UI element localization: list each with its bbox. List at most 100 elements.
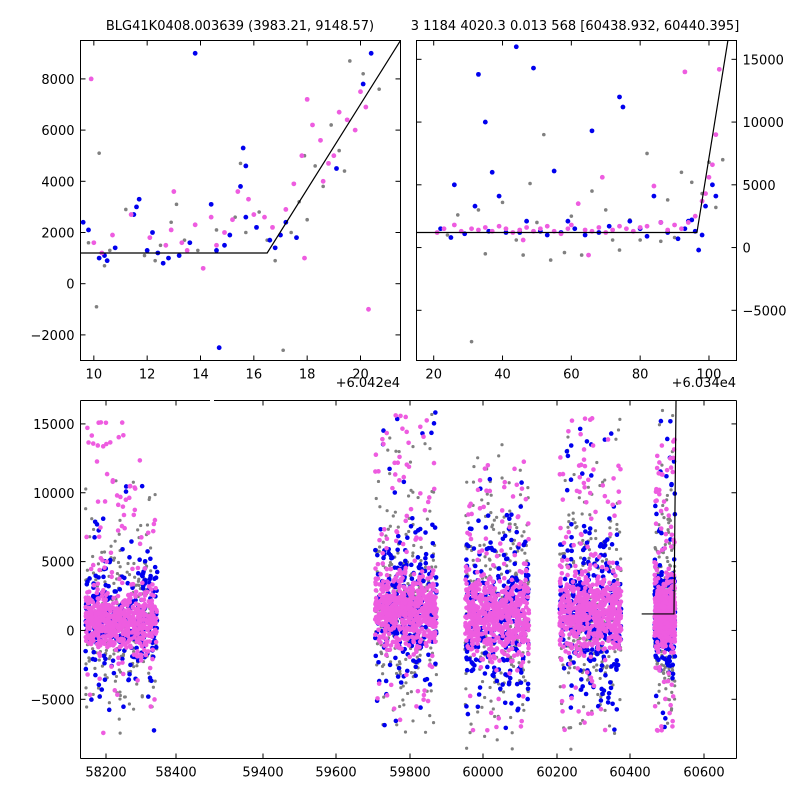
bottom-point [474,648,480,654]
bottom-point [583,529,588,534]
bottom-point [433,410,438,415]
bottom-point [589,678,595,684]
bottom-point [591,657,597,662]
bottom-point [381,441,386,447]
bottom-point [395,663,399,667]
bottom-point [616,463,621,469]
bottom-point [101,653,107,659]
panel-top-left-frame [80,40,401,361]
bottom-point [576,576,582,581]
bottom-point [428,590,433,596]
bottom-point [100,444,106,449]
bottom-point [469,526,474,532]
bottom-point [423,556,428,561]
top-left-point [291,181,297,187]
top-left-point [166,255,171,261]
bottom-point [90,599,96,605]
bottom-point [417,644,422,650]
bottom-point [398,680,404,685]
top-left-point [176,253,182,258]
bottom-point [386,448,390,452]
bottom-point [508,604,514,609]
bottom-point [513,646,519,652]
bottom-point [510,640,515,646]
panel-top-right: 3 1184 4020.3 0.013 568 [60438.932, 6044… [411,19,787,391]
bottom-point [482,645,486,649]
bottom-point [607,724,612,728]
bottom-point [571,639,576,643]
bottom-point [567,654,573,660]
bottom-point [115,692,120,698]
top-left-point [182,238,187,242]
bottom-point [373,566,378,571]
bottom-point [525,594,531,600]
bottom-point [110,601,116,606]
bottom-point [520,612,525,618]
bottom-point [126,561,130,566]
bottom-point [614,707,620,712]
bottom-point [142,601,148,607]
bottom-point [401,474,407,480]
bottom-point [137,557,142,562]
bottom-point [526,627,531,633]
bottom-point [489,493,493,497]
bottom-point [569,522,574,527]
bottom-point [504,512,510,518]
bottom-point [123,484,129,489]
bottom-point [571,517,575,521]
bottom-point [616,592,622,597]
bottom-point [417,526,423,532]
bottom-point [605,499,611,505]
bottom-point [558,455,563,460]
bottom-point [382,527,387,532]
bottom-point [470,642,475,647]
bottom-point [567,636,571,640]
bottom-point [578,541,584,546]
bottom-point [388,682,394,688]
bottom-point [98,525,103,530]
bottom-point [559,608,565,613]
bottom-point [423,551,429,557]
bottom-point [414,595,420,601]
bottom-point [490,579,496,584]
bottom-point [563,619,569,625]
top-left-point [214,228,219,232]
bottom-point [499,630,505,636]
bottom-point [94,522,100,527]
bottom-point [402,635,407,640]
bottom-point [405,535,410,541]
bottom-point [373,452,379,458]
bottom-point [418,705,423,710]
bottom-point [134,639,140,645]
bottom-point [121,622,127,627]
bottom-point [376,627,381,633]
bottom-point [97,676,102,682]
top-left-point [94,304,99,309]
bottom-point [411,638,416,644]
bottom-point [564,557,570,563]
top-right-point [675,236,681,242]
top-right-point [476,227,481,233]
bottom-point [494,553,500,559]
top-left-point [230,217,235,223]
top-right-point [548,258,553,262]
bottom-point [428,509,432,513]
bottom-point [464,638,469,643]
bottom-point [598,667,604,673]
bottom-point [395,598,401,604]
bottom-point [491,563,496,568]
top-left-point [192,50,198,56]
bottom-point [516,541,522,547]
bottom-point [590,590,595,595]
bottom-point [99,640,105,645]
bottom-point [381,672,385,676]
bottom-point [398,571,404,576]
bottom-point [142,566,148,571]
bottom-point [148,704,154,709]
bottom-point [476,692,482,697]
bottom-point [567,520,571,524]
bottom-point [95,443,101,448]
bottom-point [84,662,88,666]
top-left-point [368,50,374,56]
bottom-point [516,649,522,655]
